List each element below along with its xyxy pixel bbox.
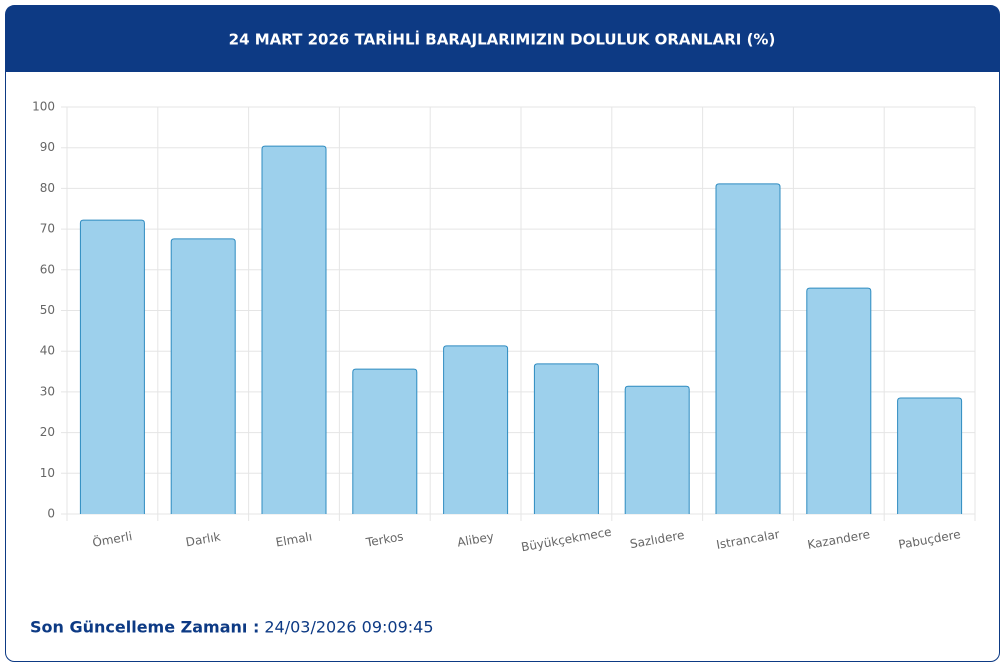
bar <box>806 287 872 514</box>
header <box>5 5 1000 72</box>
y-tick-label: 50 <box>40 303 55 317</box>
bar <box>261 145 327 514</box>
bar <box>352 368 418 514</box>
bar <box>897 397 963 514</box>
y-tick-label: 80 <box>40 181 55 195</box>
bar <box>533 363 599 514</box>
bar <box>443 345 509 514</box>
y-tick-label: 20 <box>40 425 55 439</box>
y-tick-label: 90 <box>40 140 55 154</box>
bar <box>79 219 145 514</box>
y-tick-label: 10 <box>40 466 55 480</box>
y-tick-label: 0 <box>47 507 55 521</box>
y-tick-label: 60 <box>40 262 55 276</box>
bar <box>624 385 690 514</box>
chart-title: 24 MART 2026 TARİHLİ BARAJLARIMIZIN DOLU… <box>229 30 776 49</box>
x-tick-label: Terkos <box>364 529 405 550</box>
y-tick-label: 40 <box>40 344 55 358</box>
footer-value: 24/03/2026 09:09:45 <box>264 618 433 637</box>
y-tick-label: 70 <box>40 222 55 236</box>
y-tick-label: 30 <box>40 384 55 398</box>
x-tick-label: Elmalı <box>275 529 314 549</box>
x-tick-label: Alibey <box>456 529 495 549</box>
y-tick-label: 100 <box>32 100 55 114</box>
bar <box>715 183 781 514</box>
footer-label: Son Güncelleme Zamanı : <box>30 618 259 637</box>
bar <box>170 238 236 514</box>
x-tick-label: Darlık <box>185 530 222 550</box>
